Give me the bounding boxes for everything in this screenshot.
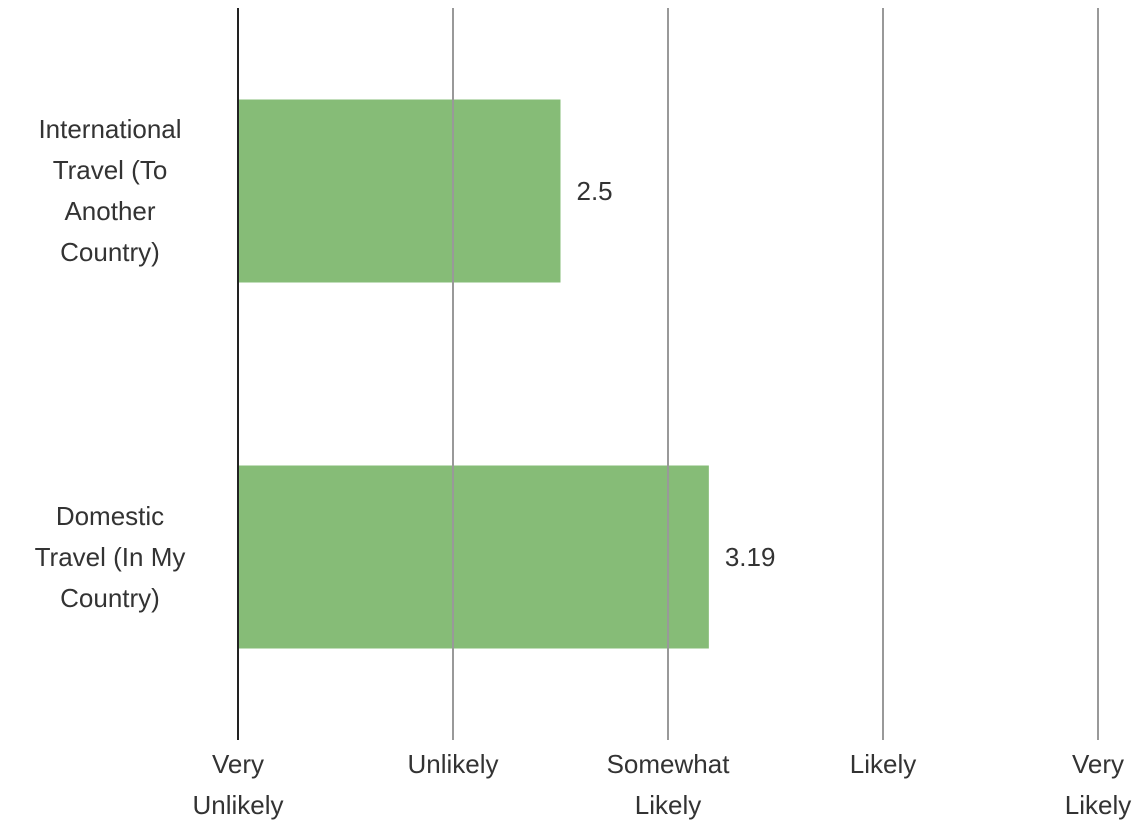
bar	[238, 465, 709, 649]
x-tick-label: Somewhat Likely	[606, 749, 730, 820]
bar	[238, 99, 561, 283]
x-tick-label: Unlikely	[407, 749, 499, 779]
value-label: 2.5	[577, 176, 613, 206]
x-tick-label: Very Likely	[1064, 749, 1132, 820]
y-tick-label: Domestic Travel (In My Country)	[34, 500, 186, 613]
y-tick-label: International Travel (To Another Country…	[38, 114, 182, 267]
x-tick-label: Likely	[849, 749, 917, 779]
value-label: 3.19	[725, 542, 776, 572]
x-tick-label: Very Unlikely	[192, 749, 284, 820]
